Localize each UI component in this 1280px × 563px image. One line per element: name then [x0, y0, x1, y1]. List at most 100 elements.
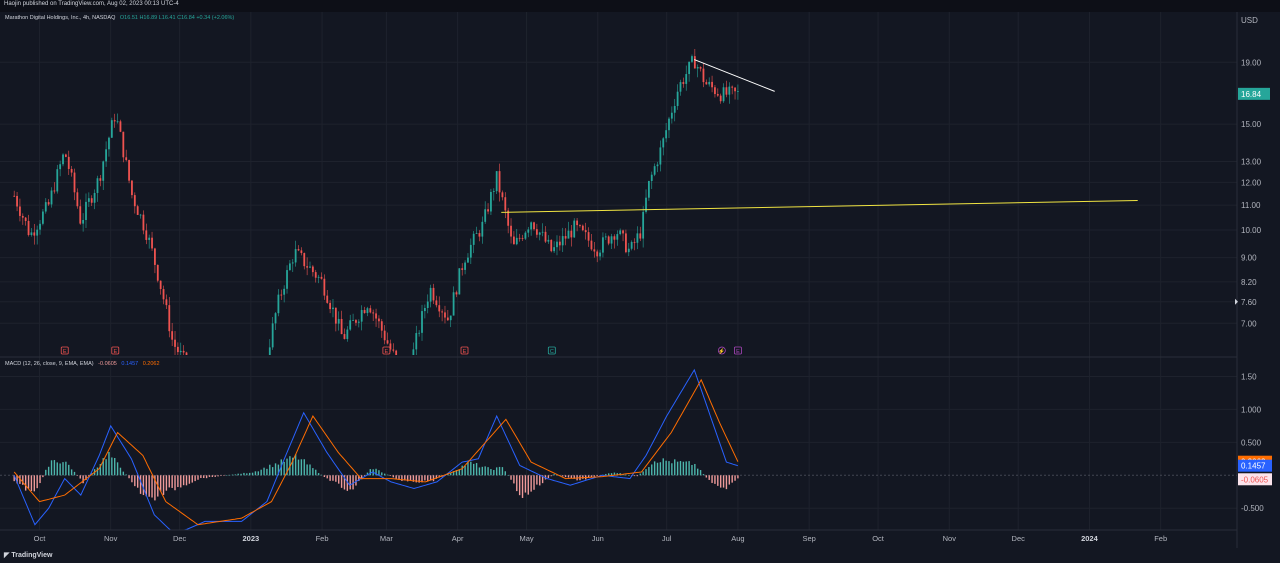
- histogram-bar: [679, 461, 682, 476]
- histogram-bar: [702, 474, 705, 476]
- event-marker[interactable]: [734, 346, 742, 355]
- time-tick-label: Feb: [316, 534, 329, 543]
- histogram-bar: [208, 475, 211, 477]
- histogram-bar: [309, 464, 311, 476]
- histogram-bar: [125, 474, 127, 476]
- candle-body: [105, 149, 107, 162]
- candle-body: [708, 81, 711, 85]
- histogram-bar: [490, 469, 492, 476]
- histogram-bar: [343, 475, 346, 490]
- histogram-bar: [530, 475, 532, 492]
- event-marker[interactable]: [547, 346, 556, 355]
- candle-body: [570, 230, 573, 238]
- histogram-bar: [610, 473, 613, 476]
- event-marker[interactable]: [60, 346, 69, 355]
- histogram-bar: [682, 461, 685, 476]
- histogram-bar: [177, 475, 179, 488]
- histogram-bar: [398, 475, 400, 480]
- candle-body: [590, 240, 593, 250]
- histogram-bar: [363, 475, 366, 476]
- histogram-bar: [79, 475, 81, 479]
- histogram-bar: [435, 475, 438, 479]
- time-axis[interactable]: Oct Nov Dec 2023 Feb Mar Apr May Jun Jul Aug Sep Oct…: [34, 534, 1168, 543]
- event-marker[interactable]: [111, 346, 120, 355]
- histogram-bar: [300, 459, 303, 476]
- histogram-bar: [369, 469, 372, 476]
- candle-body: [82, 220, 85, 224]
- descending-resistance-line[interactable]: [694, 59, 775, 92]
- histogram-bar: [427, 475, 429, 482]
- histogram-bar: [168, 475, 170, 488]
- histogram-bar: [648, 467, 650, 476]
- candle-body: [438, 305, 441, 312]
- event-marker-label: E: [736, 349, 740, 355]
- candle-body: [357, 321, 360, 323]
- histogram-bar: [323, 475, 326, 478]
- macd-pane[interactable]: [0, 368, 1237, 531]
- histogram-bar: [62, 462, 64, 476]
- trendline-drawings[interactable]: [501, 59, 1138, 213]
- histogram-bar: [188, 475, 191, 484]
- histogram-bar: [699, 470, 702, 476]
- candle-body: [311, 266, 314, 273]
- histogram-bar: [180, 475, 182, 488]
- event-marker[interactable]: [382, 346, 391, 355]
- candle-body: [538, 232, 541, 235]
- candle-body: [452, 292, 455, 316]
- candle-body: [564, 236, 567, 239]
- price-tick-label: 11.00: [1241, 201, 1261, 210]
- candle-body: [647, 181, 650, 198]
- time-tick-label: Mar: [380, 534, 393, 543]
- event-markers[interactable]: E E E E C ⚡ E: [60, 346, 742, 355]
- candle-body: [386, 340, 389, 344]
- histogram-bar: [587, 475, 590, 478]
- candle-body: [627, 248, 630, 253]
- histogram-bar: [628, 475, 630, 476]
- candle-body: [676, 91, 679, 106]
- histogram-bar: [504, 471, 506, 476]
- candle-body: [303, 253, 306, 267]
- macd-legend-histogram: -0.0605: [98, 361, 117, 367]
- candle-body: [128, 160, 130, 181]
- horizontal-support-line[interactable]: [501, 199, 1138, 213]
- candle-body: [599, 252, 601, 257]
- macd-tick-label: -0.500: [1241, 504, 1264, 513]
- histogram-bar: [114, 457, 116, 476]
- candle-body: [30, 232, 33, 235]
- price-axis[interactable]: 19.00 15.00 13.00 12.00 11.00 10.00 9.00 8.20 7.…: [1235, 58, 1270, 328]
- candle-body: [670, 112, 673, 119]
- candle-body: [490, 191, 492, 212]
- candle-body: [366, 308, 369, 314]
- histogram-bar: [358, 475, 360, 482]
- histogram-bar: [246, 473, 248, 476]
- candle-body: [24, 217, 27, 221]
- event-marker[interactable]: [460, 346, 469, 355]
- candle-body: [412, 349, 415, 355]
- candle-body: [444, 312, 446, 318]
- histogram-bar: [590, 475, 593, 478]
- candle-body: [581, 225, 584, 231]
- candle-body: [340, 318, 343, 335]
- histogram-bar: [495, 467, 498, 476]
- histogram-bar: [111, 457, 113, 476]
- time-tick-label: May: [519, 534, 533, 543]
- histogram-bar: [99, 464, 102, 476]
- event-marker[interactable]: [717, 346, 726, 355]
- candle-body: [44, 202, 47, 212]
- candle-body: [87, 198, 90, 202]
- histogram-bar: [547, 475, 550, 479]
- candle-body: [378, 318, 380, 322]
- histogram-bar: [470, 461, 472, 476]
- histogram-bar: [697, 468, 699, 476]
- candle-body: [515, 237, 518, 245]
- candle-body: [561, 236, 564, 246]
- tradingview-logo[interactable]: ◤ TradingView: [4, 551, 52, 559]
- histogram-bar: [406, 475, 409, 482]
- price-pane[interactable]: E E E E C ⚡ E: [13, 49, 1138, 355]
- candle-body: [343, 334, 346, 339]
- candle-body: [119, 121, 122, 132]
- candle-body: [702, 68, 705, 83]
- histogram-bar: [401, 475, 403, 481]
